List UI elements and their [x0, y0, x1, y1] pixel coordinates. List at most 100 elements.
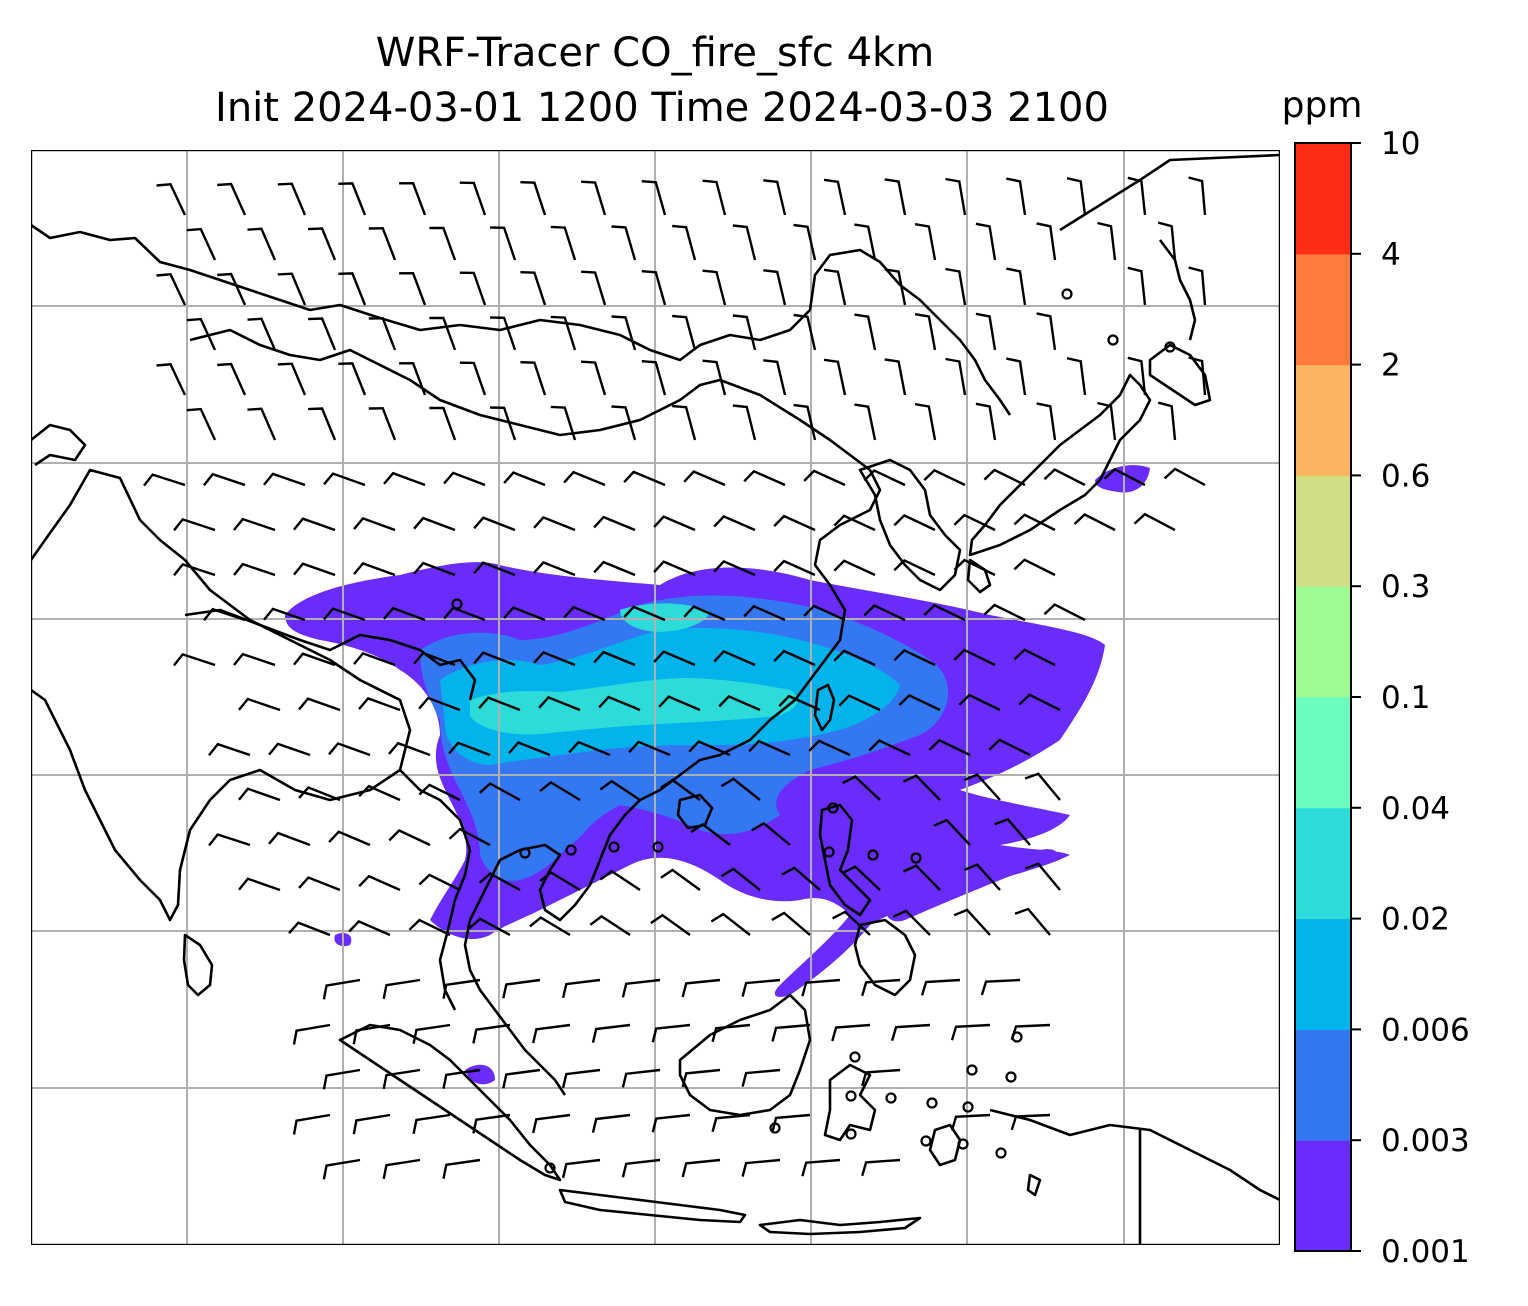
wind-barb: [388, 829, 431, 847]
wind-barb: [561, 1068, 601, 1089]
java: [558, 1188, 747, 1224]
wind-barb: [748, 739, 791, 757]
wind-barb: [884, 268, 907, 306]
wind-barb: [448, 741, 491, 757]
wind-barb: [502, 1068, 541, 1089]
wind-barb: [156, 273, 187, 306]
wind-barb: [713, 559, 756, 577]
wind-barb: [773, 649, 816, 667]
wind-barb: [429, 226, 457, 261]
wind-barb: [681, 1068, 721, 1088]
calm-wind-markers: [451, 288, 1176, 1174]
wind-barb: [1188, 266, 1207, 306]
wind-barb: [203, 607, 246, 622]
wind-barb: [923, 468, 966, 487]
wind-barb: [408, 918, 451, 937]
wind-barb: [459, 271, 487, 306]
wind-barb: [892, 909, 931, 936]
wind-barb: [368, 407, 397, 441]
wind-barb: [832, 910, 871, 936]
sulawesi: [823, 1063, 877, 1142]
wind-barb: [217, 272, 247, 306]
wind-barb: [591, 1023, 631, 1043]
wind-barb: [1188, 356, 1207, 396]
wind-barb: [1157, 221, 1177, 261]
wind-barb: [641, 360, 667, 396]
wind-barb: [442, 978, 481, 999]
wind-barb: [263, 607, 306, 622]
wind-barb: [741, 978, 781, 997]
wind-barb: [893, 513, 936, 532]
wind-barb: [953, 908, 991, 936]
wind-barb: [520, 271, 547, 306]
wind-barb: [720, 867, 761, 891]
wind-barb: [599, 869, 641, 891]
wind-barb: [672, 314, 697, 351]
wind-barb: [953, 513, 996, 532]
wind-barb: [529, 916, 571, 937]
wind-barb: [473, 561, 516, 577]
wind-barb: [1018, 693, 1061, 712]
gridlines: [31, 150, 1280, 1245]
indochina-coast: [463, 788, 661, 1096]
wind-barb: [247, 407, 277, 441]
wind-barb: [963, 863, 1001, 891]
wind-barb: [763, 269, 787, 306]
wind-barb: [478, 696, 521, 712]
myanmar-bangladesh: [399, 769, 472, 1011]
wind-barb: [186, 407, 217, 441]
wind-barb: [838, 694, 881, 712]
wind-barbs: [143, 176, 1207, 1180]
borneo: [678, 993, 812, 1117]
calm-wind-circle: [1164, 341, 1176, 353]
wind-barb: [808, 739, 851, 757]
wind-barb: [718, 694, 761, 712]
wind-barb: [884, 358, 907, 396]
wind-barb: [1036, 312, 1057, 351]
wind-barb: [1006, 177, 1027, 216]
wind-barb: [983, 468, 1026, 487]
wind-barb: [884, 178, 907, 216]
wind-barb: [413, 651, 456, 667]
wind-barb: [173, 562, 216, 577]
wind-barb: [418, 873, 461, 892]
wind-barb: [963, 773, 1001, 801]
wind-barb: [412, 1113, 451, 1134]
wind-barb: [322, 1068, 361, 1090]
wind-barb: [443, 471, 486, 487]
calm-wind-circle: [544, 1162, 556, 1174]
wind-barb: [683, 605, 726, 622]
wind-barb: [1006, 357, 1027, 396]
colorbar-tick-label: 0.006: [1381, 1012, 1470, 1048]
wind-barb: [263, 472, 306, 487]
wind-barb: [1133, 512, 1176, 532]
wind-barb: [478, 782, 521, 802]
colorbar-tick-label: 10: [1381, 126, 1420, 162]
korea: [858, 458, 962, 592]
wind-barb: [950, 1113, 991, 1131]
calm-wind-circle: [1107, 334, 1119, 346]
wind-barb: [348, 919, 391, 937]
wind-barb: [593, 515, 636, 532]
wind-barb: [490, 226, 517, 261]
wind-barb: [653, 515, 696, 532]
wind-barb: [672, 224, 697, 261]
wind-barb: [323, 607, 366, 622]
wind-barb: [628, 740, 671, 757]
wind-barb: [418, 783, 461, 802]
wind-barb: [399, 361, 427, 396]
colorbar-tick-label: 2: [1381, 348, 1401, 384]
wind-barb: [292, 1113, 331, 1135]
wind-barb: [298, 697, 341, 712]
wind-barb: [713, 514, 756, 532]
wind-barb: [975, 312, 997, 351]
wind-barb: [503, 471, 546, 487]
wind-barb: [681, 978, 721, 998]
wind-barb: [833, 559, 876, 577]
calm-wind-circle: [966, 1064, 978, 1076]
wind-barb: [247, 227, 277, 261]
wind-barb: [156, 183, 187, 216]
wind-barb: [1066, 357, 1087, 396]
wind-barb: [771, 1113, 811, 1132]
wind-barb: [650, 913, 691, 936]
